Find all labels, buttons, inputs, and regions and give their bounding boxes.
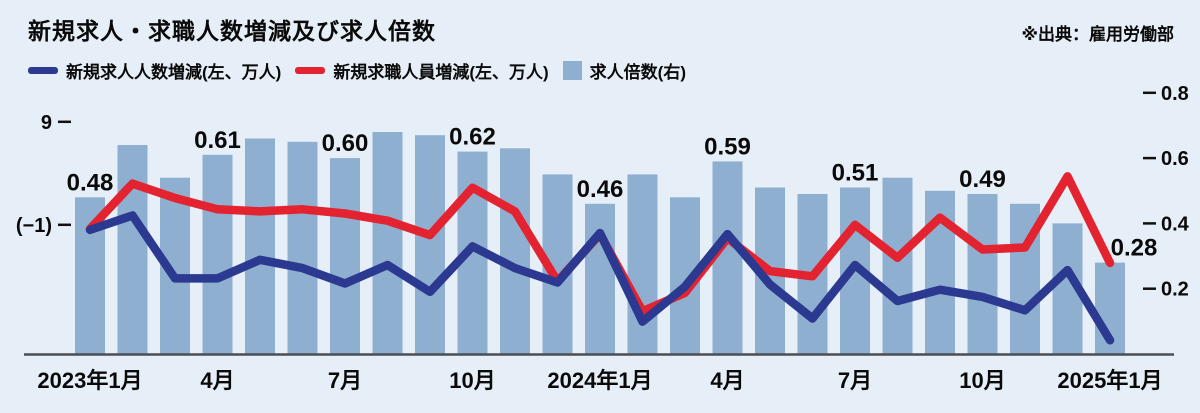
- bar-value-label: 0.59: [704, 133, 751, 160]
- vacancy-ratio-bar: [287, 141, 318, 354]
- x-tick-label: 7月: [838, 368, 872, 393]
- x-tick-label: 4月: [200, 368, 234, 393]
- bar-value-label: 0.61: [194, 127, 241, 154]
- x-tick-label: 10月: [449, 368, 495, 393]
- source-note: ※出典：雇用労働部: [1021, 25, 1174, 44]
- vacancy-ratio-bar: [415, 135, 445, 354]
- bar-value-label: 0.46: [577, 176, 624, 203]
- legend-label-openings: 新規求人人数増減(左、万人): [66, 63, 282, 82]
- legend-label-seekers: 新規求職人員増減(左、万人): [333, 63, 549, 82]
- bar-value-label: 0.51: [832, 160, 879, 187]
- left-axis-tick-label: (−1): [16, 215, 52, 237]
- right-axis-tick-label: 0.2: [1161, 279, 1189, 301]
- bar-value-label: 0.28: [1111, 235, 1158, 262]
- bar-value-label: 0.48: [67, 169, 114, 196]
- x-tick-label: 10月: [959, 368, 1005, 393]
- legend-item-openings: 新規求人人数増減(左、万人): [28, 58, 281, 83]
- right-axis-tick-label: 0.4: [1161, 213, 1190, 235]
- vacancy-ratio-bar: [372, 132, 403, 354]
- right-axis-tick-label: 0.6: [1161, 148, 1189, 170]
- legend-item-ratio: 求人倍数(右): [562, 58, 686, 83]
- vacancy-ratio-bar: [245, 138, 275, 354]
- vacancy-ratio-bar: [330, 158, 360, 354]
- vacancy-ratio-bar: [117, 145, 148, 354]
- vacancy-ratio-bar: [585, 203, 615, 354]
- vacancy-ratio-bar: [500, 148, 530, 354]
- bar-swatch-icon: [562, 61, 582, 80]
- right-axis-tick-label: 0.8: [1161, 83, 1189, 105]
- x-tick-label: 4月: [710, 368, 744, 393]
- red-line-swatch-icon: [295, 67, 326, 74]
- x-tick-label: 2024年1月: [547, 368, 652, 393]
- chart-title: 新規求人・求職人数増減及び求人倍数: [28, 18, 436, 44]
- x-tick-label: 2025年1月: [1057, 368, 1162, 393]
- vacancy-ratio-bar: [627, 174, 658, 354]
- vacancy-ratio-bar: [202, 154, 233, 354]
- legend-label-ratio: 求人倍数(右): [589, 63, 686, 82]
- bar-value-label: 0.60: [322, 130, 369, 157]
- openings-line: [85, 211, 1115, 345]
- vacancy-ratio-bar: [882, 177, 913, 354]
- navy-line-swatch-icon: [28, 67, 58, 74]
- bar-value-label: 0.49: [959, 166, 1006, 193]
- bar-value-label: 0.62: [449, 124, 496, 151]
- legend-item-seekers: 新規求職人員増減(左、万人): [295, 58, 549, 83]
- x-tick-label: 2023年1月: [37, 368, 142, 393]
- legend: 新規求人人数増減(左、万人) 新規求職人員増減(左、万人) 求人倍数(右): [28, 58, 700, 83]
- vacancy-ratio-bar: [967, 194, 998, 354]
- left-axis-tick-label: 9: [41, 112, 52, 134]
- x-tick-label: 7月: [328, 368, 362, 393]
